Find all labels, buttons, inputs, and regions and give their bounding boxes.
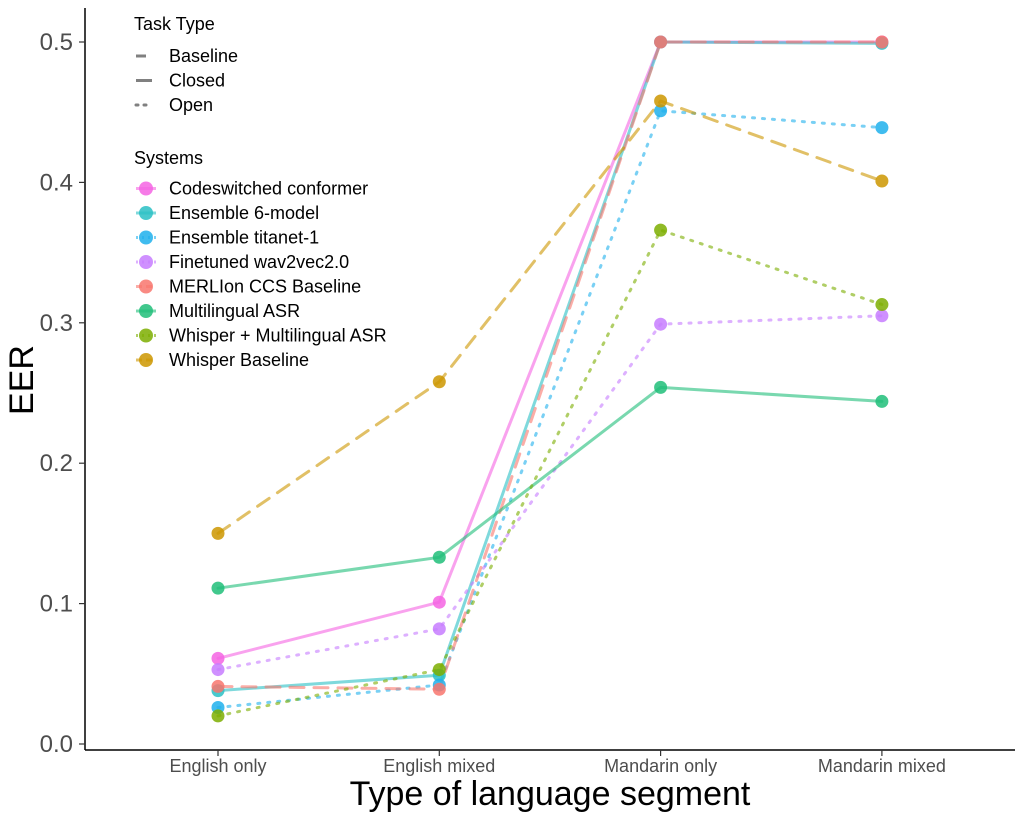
legend-task-type-title: Task Type (134, 14, 215, 34)
data-point-whisper-baseline (654, 94, 668, 108)
legend-label-open: Open (169, 95, 213, 115)
data-point-finetuned-wav2vec2-0 (654, 317, 668, 331)
y-tick-label: 0.1 (40, 591, 73, 618)
data-point-codeswitched-conformer (432, 595, 446, 609)
series-line-whisper-baseline (216, 99, 884, 535)
data-point-merlion-ccs-baseline (654, 35, 668, 49)
series-line-codeswitched-conformer (216, 40, 884, 660)
legend-systems: Codeswitched conformer Ensemble 6-model En… (136, 179, 387, 370)
legend-label-multilingual-asr: Multilingual ASR (169, 301, 300, 321)
data-point-multilingual-asr (654, 380, 668, 394)
series-line-multilingual-asr (216, 385, 884, 590)
data-point-whisper-multilingual-asr (211, 709, 225, 723)
data-point-whisper-multilingual-asr (432, 663, 446, 677)
series-lines (216, 40, 884, 718)
legend-systems-title: Systems (134, 148, 203, 168)
data-point-merlion-ccs-baseline (211, 679, 225, 693)
y-tick-label: 0.2 (40, 450, 73, 477)
legend-key-merlion-ccs-baseline (139, 279, 153, 294)
series-points (211, 35, 889, 723)
data-point-finetuned-wav2vec2-0 (432, 622, 446, 636)
x-tick-label: Mandarin only (604, 756, 717, 776)
legend-label-whisper-baseline: Whisper Baseline (169, 350, 309, 370)
data-point-whisper-multilingual-asr (654, 223, 668, 237)
y-tick-label: 0.4 (40, 169, 73, 196)
legend-key-codeswitched-conformer (139, 181, 153, 196)
data-point-finetuned-wav2vec2-0 (211, 663, 225, 677)
data-point-codeswitched-conformer (211, 651, 225, 665)
legend-label-baseline: Baseline (169, 46, 238, 66)
legend-label-closed: Closed (169, 71, 225, 91)
legend-label-merlion-ccs-baseline: MERLIon CCS Baseline (169, 277, 361, 297)
legend-key-ensemble-titanet-1 (139, 230, 153, 245)
y-tick-label: 0.0 (40, 731, 73, 758)
legend-label-ensemble-6-model: Ensemble 6-model (169, 203, 319, 223)
data-point-merlion-ccs-baseline (432, 682, 446, 696)
data-point-multilingual-asr (432, 550, 446, 564)
data-point-whisper-baseline (432, 375, 446, 389)
x-ticks: English only English mixed Mandarin only Ma… (169, 750, 946, 776)
y-axis-title: EER (3, 345, 41, 415)
series-line-whisper-multilingual-asr (216, 228, 884, 718)
axes: 0.0 0.1 0.2 0.3 0.4 0.5 English only English m… (3, 8, 1015, 813)
legend-label-codeswitched-conformer: Codeswitched conformer (169, 179, 368, 199)
series-line-merlion-ccs-baseline (216, 40, 884, 691)
series-line-ensemble-titanet-1 (216, 109, 884, 709)
data-point-multilingual-asr (875, 394, 889, 408)
legend-key-ensemble-6-model (139, 206, 153, 220)
data-point-ensemble-titanet-1 (654, 104, 668, 118)
x-axis-title: Type of language segment (350, 775, 751, 813)
legend-key-multilingual-asr (139, 304, 153, 318)
legend: Task Type Baseline Closed Open Systems Cod… (134, 14, 387, 370)
legend-task-types: Baseline Closed Open (134, 46, 238, 115)
legend-key-whisper-multilingual-asr (139, 328, 153, 343)
y-ticks: 0.0 0.1 0.2 0.3 0.4 0.5 (40, 29, 85, 758)
data-point-whisper-multilingual-asr (875, 298, 889, 312)
data-point-ensemble-titanet-1 (875, 121, 889, 135)
data-point-merlion-ccs-baseline (875, 35, 889, 49)
series-line-finetuned-wav2vec2-0 (216, 314, 884, 672)
legend-label-whisper-multilingual-asr: Whisper + Multilingual ASR (169, 326, 387, 346)
y-tick-label: 0.5 (40, 29, 73, 56)
legend-label-ensemble-titanet-1: Ensemble titanet-1 (169, 228, 319, 248)
x-tick-label: Mandarin mixed (818, 756, 946, 776)
y-tick-label: 0.3 (40, 310, 73, 337)
x-tick-label: English mixed (383, 756, 495, 776)
data-point-multilingual-asr (211, 581, 225, 595)
data-point-whisper-baseline (211, 526, 225, 540)
data-point-finetuned-wav2vec2-0 (875, 309, 889, 323)
x-tick-label: English only (169, 756, 266, 776)
data-point-whisper-baseline (875, 174, 889, 188)
legend-key-whisper-baseline (139, 353, 153, 367)
legend-key-finetuned-wav2vec2-0 (139, 255, 153, 269)
legend-label-finetuned-wav2vec2-0: Finetuned wav2vec2.0 (169, 252, 349, 272)
